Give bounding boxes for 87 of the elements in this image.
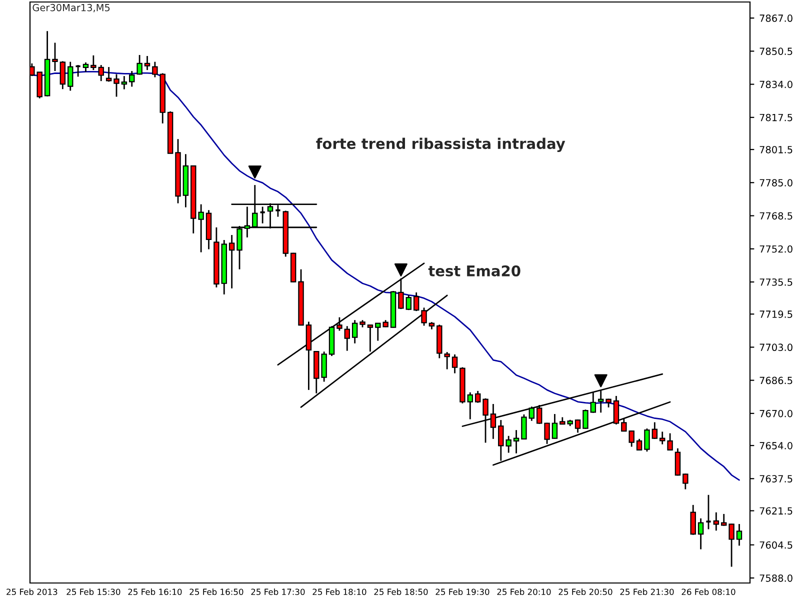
candlestick bbox=[198, 204, 204, 253]
candlestick bbox=[698, 518, 704, 550]
y-tick-label: 7588.0 bbox=[760, 574, 792, 582]
candlestick bbox=[121, 75, 128, 90]
y-tick-label: 7621.5 bbox=[760, 507, 792, 515]
point bbox=[248, 165, 262, 178]
x-tick-label: 25 Feb 18:10 bbox=[312, 588, 366, 596]
candlestick bbox=[598, 389, 604, 414]
candlestick bbox=[690, 504, 696, 536]
y-tick-label: 7637.5 bbox=[760, 475, 792, 482]
candlestick bbox=[406, 294, 412, 311]
candlestick bbox=[144, 55, 150, 71]
candlestick bbox=[528, 406, 535, 422]
y-tick-label: 7850.5 bbox=[760, 48, 792, 55]
candlestick bbox=[152, 61, 158, 78]
candlestick bbox=[674, 448, 681, 476]
x-tick-label: 26 Feb 08:10 bbox=[682, 588, 736, 596]
candlestick bbox=[467, 392, 474, 420]
candlestick bbox=[574, 418, 581, 434]
y-tick-label: 7604.5 bbox=[760, 541, 792, 549]
x-tick-label: 25 Feb 20:10 bbox=[497, 588, 551, 596]
candlestick bbox=[667, 432, 673, 452]
candlestick bbox=[106, 66, 112, 82]
x-tick-label: 25 Feb 15:30 bbox=[66, 588, 120, 596]
candlestick bbox=[421, 306, 427, 326]
candlestick bbox=[590, 392, 596, 414]
annotation: forte trend ribassista intraday bbox=[316, 138, 566, 152]
candlestick bbox=[74, 64, 82, 78]
y-tick-label: 7735.5 bbox=[760, 278, 792, 286]
y-tick-label: 7670.0 bbox=[760, 410, 792, 418]
candlestick bbox=[228, 234, 235, 290]
y-tick-label: 7654.0 bbox=[760, 442, 792, 450]
x-tick-label: 25 Feb 16:10 bbox=[128, 588, 182, 596]
candlestick bbox=[652, 422, 658, 440]
candlestick bbox=[513, 429, 520, 454]
y-tick-label: 7768.5 bbox=[760, 212, 792, 220]
y-tick-label: 7867.0 bbox=[760, 14, 792, 22]
candlestick bbox=[82, 62, 89, 73]
candlestick bbox=[344, 325, 350, 352]
point bbox=[594, 374, 608, 388]
x-tick-label: 25 Feb 19:30 bbox=[436, 588, 490, 596]
y-tick-label: 7801.5 bbox=[760, 146, 792, 154]
candlestick bbox=[682, 472, 688, 490]
y-tick-label: 7785.0 bbox=[760, 179, 792, 186]
y-tick-label: 7834.0 bbox=[760, 80, 792, 88]
candlestick bbox=[129, 70, 135, 88]
candlestick bbox=[114, 74, 120, 98]
candlestick bbox=[713, 512, 720, 532]
candlestick bbox=[728, 523, 734, 568]
candlestick bbox=[736, 523, 742, 546]
candlestick bbox=[336, 316, 342, 332]
candlestick bbox=[636, 438, 642, 452]
x-tick-label: 25 Feb 18:50 bbox=[374, 588, 428, 596]
candlestick bbox=[452, 354, 458, 374]
x-tick-label: 25 Feb 2013 bbox=[6, 588, 58, 596]
point bbox=[394, 263, 408, 276]
x-tick-label: 25 Feb 21:30 bbox=[620, 588, 674, 596]
x-tick-label: 25 Feb 16:50 bbox=[190, 588, 244, 596]
candlestick bbox=[544, 422, 550, 445]
x-tick-label: 25 Feb 20:50 bbox=[558, 588, 612, 596]
y-tick-label: 7703.0 bbox=[760, 344, 792, 352]
candlestick bbox=[52, 42, 58, 72]
candlestick bbox=[521, 414, 527, 440]
candlestick bbox=[136, 54, 142, 76]
candlestick bbox=[98, 64, 104, 82]
candlestick bbox=[644, 428, 650, 452]
candlestick bbox=[413, 292, 420, 312]
x-tick-label: 25 Feb 17:30 bbox=[251, 588, 305, 596]
candlestick bbox=[367, 324, 374, 352]
candlestick bbox=[321, 350, 327, 382]
y-tick-label: 7686.5 bbox=[760, 376, 792, 384]
candlestick bbox=[705, 494, 712, 530]
candlestick bbox=[60, 60, 66, 90]
annotation: test Ema20 bbox=[428, 265, 520, 276]
candlestick bbox=[582, 408, 588, 430]
y-tick-label: 7719.5 bbox=[760, 310, 792, 318]
candlestick bbox=[721, 513, 727, 526]
candlestick bbox=[68, 61, 74, 92]
y-tick-label: 7817.5 bbox=[760, 114, 792, 122]
candlestick bbox=[474, 390, 481, 404]
chart-title: Ger30Mar13,M5 bbox=[32, 4, 110, 12]
candlestick bbox=[90, 54, 96, 71]
candlestick bbox=[398, 278, 404, 310]
y-tick-label: 7752.0 bbox=[760, 245, 792, 253]
candlestick bbox=[659, 430, 666, 446]
candlestick bbox=[552, 413, 558, 440]
candlestick bbox=[352, 319, 358, 344]
